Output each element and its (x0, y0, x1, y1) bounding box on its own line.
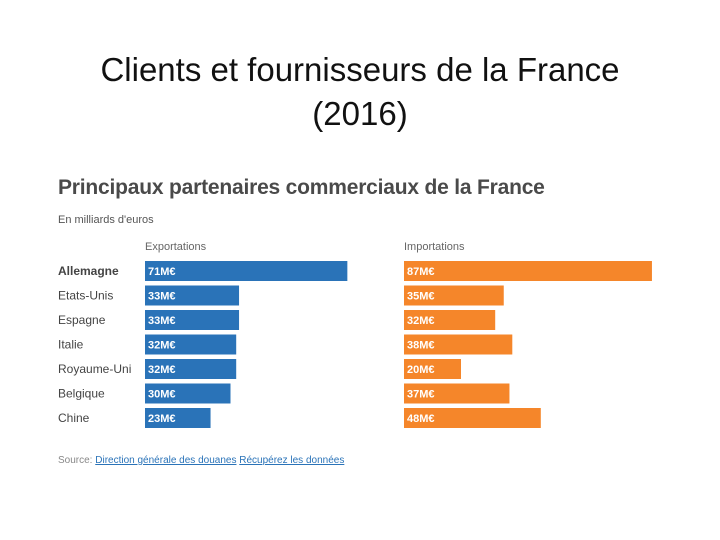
export-value-label-etats-unis: 33M€ (148, 291, 176, 303)
import-bar-allemagne (404, 261, 652, 281)
export-value-label-chine: 23M€ (148, 413, 176, 425)
chart-subtitle: En milliards d'euros (58, 214, 154, 226)
import-value-label-etats-unis: 35M€ (407, 291, 435, 303)
exports-column-header: Exportations (145, 241, 207, 253)
source-line: Source: Direction générale des douanes R… (58, 455, 344, 466)
category-label-espagne: Espagne (58, 313, 106, 327)
export-value-label-royaume-uni: 32M€ (148, 364, 176, 376)
slide-title-line2: (2016) (312, 95, 408, 132)
category-label-allemagne: Allemagne (58, 264, 119, 278)
import-value-label-italie: 38M€ (407, 340, 435, 352)
export-value-label-espagne: 33M€ (148, 315, 176, 327)
source-link-douanes[interactable]: Direction générale des douanes (95, 455, 237, 466)
category-label-italie: Italie (58, 338, 84, 352)
import-bar-italie (404, 334, 513, 355)
export-bar-etats-unis (145, 285, 240, 306)
import-value-label-belgique: 37M€ (407, 389, 435, 401)
source-label: Source: (58, 455, 93, 466)
import-value-label-chine: 48M€ (407, 413, 435, 425)
import-value-label-espagne: 32M€ (407, 315, 435, 327)
import-value-label-royaume-uni: 20M€ (407, 364, 435, 376)
source-link-donnees[interactable]: Récupérez les données (239, 455, 345, 466)
export-bar-allemagne (145, 261, 348, 281)
chart-title: Principaux partenaires commerciaux de la… (58, 176, 545, 199)
category-label-etats-unis: Etats-Unis (58, 289, 113, 303)
export-value-label-allemagne: 71M€ (148, 266, 176, 278)
export-bar-chine (145, 408, 211, 428)
import-bar-etats-unis (404, 285, 504, 306)
import-bar-belgique (404, 383, 510, 404)
export-bar-belgique (145, 383, 231, 404)
import-bar-chine (404, 408, 541, 428)
import-bar-espagne (404, 310, 496, 330)
category-label-royaume-uni: Royaume-Uni (58, 362, 131, 376)
export-bar-italie (145, 334, 237, 355)
export-value-label-italie: 32M€ (148, 340, 176, 352)
category-label-chine: Chine (58, 411, 90, 425)
export-bar-espagne (145, 310, 240, 330)
slide-title: Clients et fournisseurs de la France (20… (40, 48, 680, 136)
import-bar-royaume-uni (404, 359, 461, 379)
category-label-belgique: Belgique (58, 387, 105, 401)
import-value-label-allemagne: 87M€ (407, 266, 435, 278)
export-value-label-belgique: 30M€ (148, 389, 176, 401)
slide-title-line1: Clients et fournisseurs de la France (100, 51, 620, 88)
export-bar-royaume-uni (145, 359, 237, 379)
imports-column-header: Importations (404, 241, 465, 253)
